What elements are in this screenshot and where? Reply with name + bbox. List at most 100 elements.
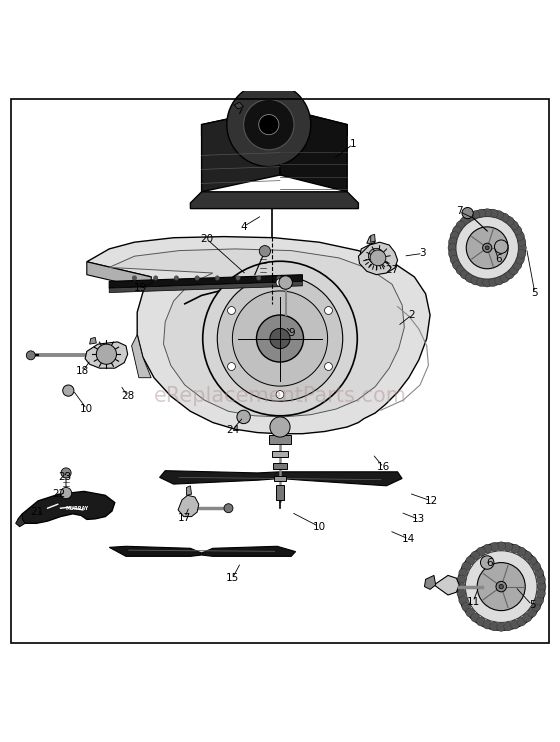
- Circle shape: [217, 276, 343, 401]
- Circle shape: [459, 568, 468, 577]
- Text: 22: 22: [52, 489, 66, 499]
- Circle shape: [450, 255, 459, 264]
- Circle shape: [465, 213, 474, 222]
- Circle shape: [370, 250, 386, 266]
- Circle shape: [471, 551, 480, 560]
- Circle shape: [483, 209, 492, 217]
- Polygon shape: [360, 243, 392, 269]
- Polygon shape: [132, 335, 151, 378]
- Circle shape: [457, 589, 466, 598]
- Circle shape: [494, 211, 503, 220]
- Text: 4: 4: [240, 222, 247, 232]
- Circle shape: [497, 542, 506, 551]
- FancyBboxPatch shape: [272, 450, 288, 457]
- Circle shape: [63, 385, 74, 396]
- Polygon shape: [434, 575, 459, 595]
- Polygon shape: [234, 102, 244, 109]
- Circle shape: [517, 249, 526, 258]
- Text: 10: 10: [80, 404, 94, 414]
- Text: 11: 11: [466, 597, 480, 607]
- Text: 19: 19: [133, 283, 147, 293]
- Circle shape: [489, 209, 498, 218]
- Polygon shape: [280, 108, 347, 191]
- Text: 21: 21: [30, 507, 43, 517]
- FancyBboxPatch shape: [274, 476, 286, 481]
- Circle shape: [528, 608, 536, 617]
- Circle shape: [513, 226, 522, 235]
- Circle shape: [486, 246, 489, 250]
- Text: 5: 5: [531, 288, 538, 298]
- FancyBboxPatch shape: [276, 485, 284, 500]
- Circle shape: [270, 417, 290, 437]
- Text: MURRAY: MURRAY: [66, 506, 89, 510]
- Polygon shape: [190, 191, 358, 209]
- Circle shape: [477, 562, 525, 611]
- Polygon shape: [358, 242, 398, 275]
- Circle shape: [132, 276, 137, 280]
- Circle shape: [465, 551, 537, 623]
- Circle shape: [531, 562, 540, 571]
- Circle shape: [499, 585, 503, 589]
- Circle shape: [174, 276, 179, 280]
- Text: eReplacementParts.com: eReplacementParts.com: [153, 386, 407, 406]
- Circle shape: [466, 608, 475, 617]
- Text: 14: 14: [402, 534, 416, 544]
- Polygon shape: [90, 338, 96, 344]
- Polygon shape: [16, 513, 25, 527]
- Circle shape: [276, 278, 284, 286]
- Circle shape: [452, 260, 461, 269]
- Text: 6: 6: [495, 254, 502, 264]
- Circle shape: [511, 544, 520, 554]
- Circle shape: [227, 363, 235, 370]
- Circle shape: [537, 582, 546, 591]
- Polygon shape: [109, 281, 302, 292]
- Circle shape: [517, 237, 526, 246]
- Polygon shape: [109, 275, 302, 288]
- Circle shape: [504, 542, 513, 551]
- Circle shape: [61, 468, 71, 478]
- Circle shape: [215, 276, 220, 280]
- Circle shape: [489, 542, 498, 551]
- Circle shape: [483, 243, 492, 252]
- Circle shape: [448, 243, 457, 252]
- Circle shape: [494, 276, 503, 285]
- Circle shape: [522, 613, 531, 622]
- Text: 12: 12: [424, 496, 438, 506]
- Circle shape: [517, 547, 526, 556]
- Circle shape: [489, 278, 498, 286]
- Circle shape: [279, 276, 292, 289]
- Circle shape: [477, 209, 486, 218]
- Circle shape: [256, 276, 261, 280]
- Circle shape: [505, 217, 514, 226]
- Text: 1: 1: [349, 139, 356, 149]
- Circle shape: [259, 114, 279, 135]
- Circle shape: [505, 270, 514, 279]
- Circle shape: [195, 276, 199, 280]
- Circle shape: [244, 99, 294, 150]
- Circle shape: [496, 582, 506, 592]
- Circle shape: [536, 575, 545, 584]
- Circle shape: [26, 351, 35, 360]
- Text: 23: 23: [58, 473, 71, 482]
- Text: 18: 18: [76, 366, 90, 376]
- Circle shape: [236, 276, 240, 280]
- Circle shape: [460, 217, 469, 226]
- Text: 2: 2: [408, 310, 415, 320]
- Circle shape: [462, 603, 471, 611]
- Circle shape: [452, 226, 461, 235]
- Polygon shape: [160, 470, 402, 486]
- Polygon shape: [18, 491, 115, 523]
- Circle shape: [497, 623, 506, 631]
- Circle shape: [471, 613, 480, 622]
- Circle shape: [462, 208, 473, 219]
- Circle shape: [477, 547, 486, 556]
- Circle shape: [531, 603, 540, 611]
- Circle shape: [460, 270, 469, 279]
- Circle shape: [483, 620, 492, 629]
- Polygon shape: [424, 575, 436, 589]
- Circle shape: [96, 344, 116, 364]
- Circle shape: [457, 575, 466, 584]
- Text: 9: 9: [288, 328, 295, 338]
- Circle shape: [325, 363, 333, 370]
- Circle shape: [515, 232, 524, 240]
